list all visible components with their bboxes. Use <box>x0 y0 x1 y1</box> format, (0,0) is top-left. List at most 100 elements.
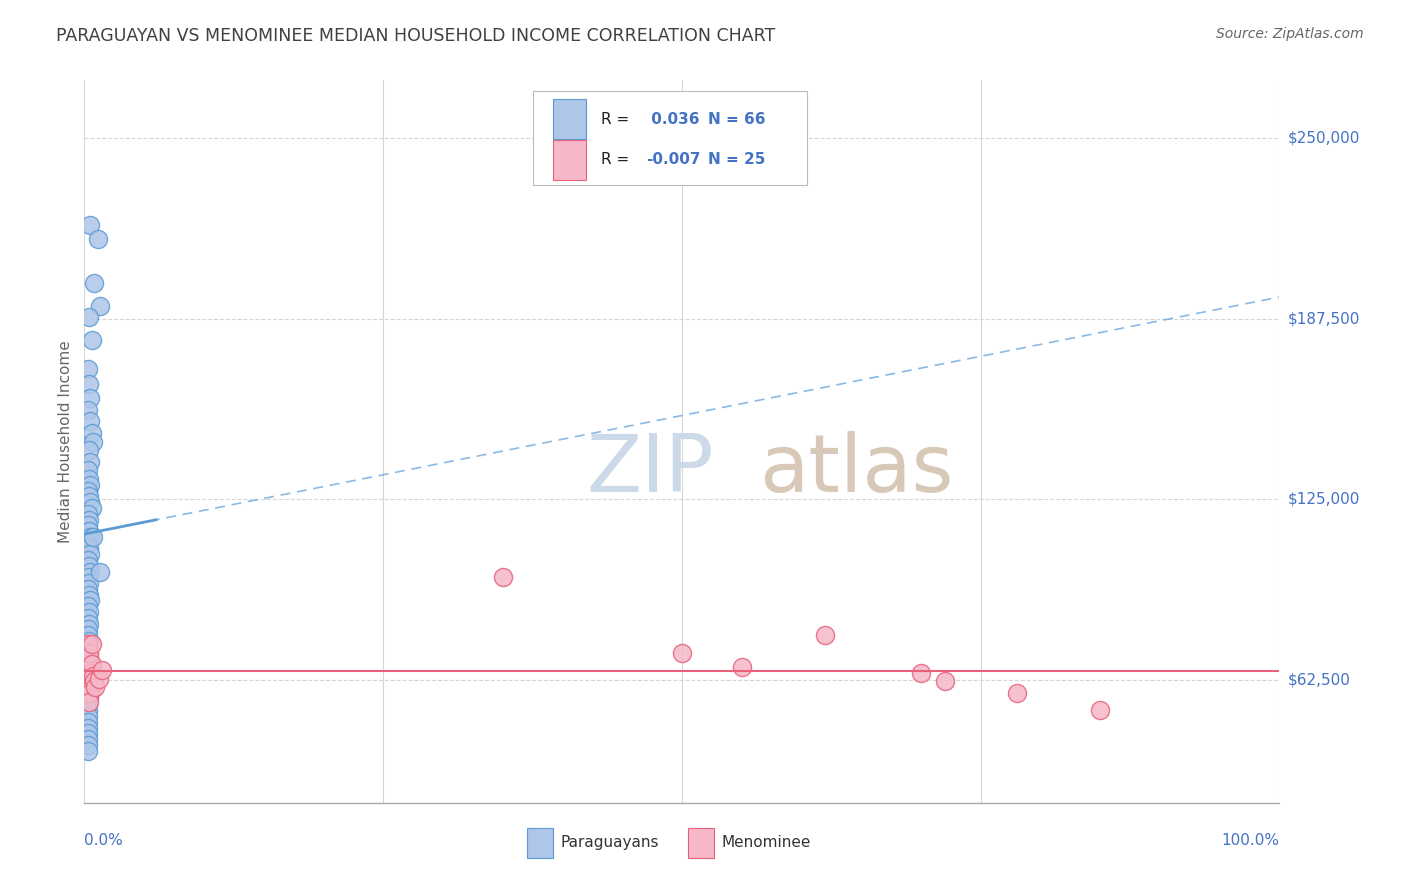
Point <box>77 680 100 694</box>
Point <box>77 623 100 637</box>
Point <box>79 686 101 700</box>
Point <box>77 376 100 391</box>
Point <box>77 588 100 602</box>
Bar <box>527 828 553 858</box>
Text: $250,000: $250,000 <box>1288 130 1360 145</box>
Point <box>83 674 105 689</box>
Text: -0.007: -0.007 <box>647 153 700 168</box>
Point <box>77 463 100 477</box>
Point <box>77 732 100 747</box>
Point <box>82 668 104 682</box>
Point <box>910 665 932 680</box>
Text: atlas: atlas <box>759 432 953 509</box>
Point <box>77 738 100 752</box>
Text: ZIP: ZIP <box>586 432 714 509</box>
Point <box>77 472 100 486</box>
Text: 100.0%: 100.0% <box>1222 833 1279 848</box>
FancyBboxPatch shape <box>533 91 807 185</box>
Point <box>1005 686 1028 700</box>
Bar <box>553 99 586 139</box>
Point <box>77 698 100 712</box>
Point <box>77 637 100 651</box>
Point <box>77 674 100 689</box>
Point <box>77 582 100 596</box>
Text: Menominee: Menominee <box>721 835 811 850</box>
Point <box>77 553 100 567</box>
Text: R =: R = <box>600 153 634 168</box>
Text: 0.0%: 0.0% <box>84 833 124 848</box>
Text: R =: R = <box>600 112 634 127</box>
Point <box>82 530 104 544</box>
Point <box>79 593 101 607</box>
Point <box>77 599 100 614</box>
Point <box>77 605 100 619</box>
Bar <box>688 828 714 858</box>
Point <box>77 663 100 677</box>
Point <box>77 611 100 625</box>
Point <box>87 672 110 686</box>
Point <box>77 512 100 526</box>
Point <box>77 640 100 654</box>
Text: 0.036: 0.036 <box>647 112 700 127</box>
Point <box>77 576 100 591</box>
Text: N = 66: N = 66 <box>709 112 766 127</box>
Point <box>77 443 100 458</box>
Point <box>77 628 100 642</box>
Point <box>80 665 103 680</box>
Point <box>77 726 100 740</box>
Point <box>89 299 111 313</box>
Text: $125,000: $125,000 <box>1288 491 1360 507</box>
Point <box>77 651 100 665</box>
Point <box>84 680 107 694</box>
Text: Source: ZipAtlas.com: Source: ZipAtlas.com <box>1216 27 1364 41</box>
Point <box>79 455 101 469</box>
Point <box>83 276 105 290</box>
Point <box>77 709 100 723</box>
Point <box>492 570 515 584</box>
Point <box>79 565 101 579</box>
Point <box>77 646 100 660</box>
Point <box>77 310 100 325</box>
Point <box>77 695 100 709</box>
Point <box>79 414 101 428</box>
Point <box>80 501 103 516</box>
Point <box>77 668 100 682</box>
Bar <box>553 140 586 179</box>
Text: N = 25: N = 25 <box>709 153 766 168</box>
Point <box>77 490 100 504</box>
Point <box>77 703 100 717</box>
Y-axis label: Median Household Income: Median Household Income <box>58 340 73 543</box>
Point <box>77 721 100 735</box>
Point <box>77 362 100 376</box>
Point <box>671 646 693 660</box>
Point <box>79 547 101 561</box>
Point <box>77 524 100 538</box>
Point <box>80 680 103 694</box>
Text: Paraguayans: Paraguayans <box>560 835 658 850</box>
Point <box>89 565 111 579</box>
Point <box>77 507 100 521</box>
Point <box>77 535 100 549</box>
Point <box>77 483 100 498</box>
Point <box>77 634 100 648</box>
Point <box>77 558 100 573</box>
Point <box>79 674 101 689</box>
Text: PARAGUAYAN VS MENOMINEE MEDIAN HOUSEHOLD INCOME CORRELATION CHART: PARAGUAYAN VS MENOMINEE MEDIAN HOUSEHOLD… <box>56 27 776 45</box>
Point <box>814 628 837 642</box>
Point <box>79 218 101 232</box>
Point <box>1090 703 1112 717</box>
Point <box>82 434 104 449</box>
Point <box>91 663 114 677</box>
Point <box>77 616 100 631</box>
Point <box>77 714 100 729</box>
Point <box>80 334 103 348</box>
Point <box>77 402 100 417</box>
Point <box>80 425 103 440</box>
Point <box>86 232 108 246</box>
Point <box>79 530 101 544</box>
Point <box>79 665 101 680</box>
Text: $187,500: $187,500 <box>1288 311 1360 326</box>
Point <box>80 637 103 651</box>
Point <box>79 657 101 671</box>
Point <box>79 391 101 405</box>
